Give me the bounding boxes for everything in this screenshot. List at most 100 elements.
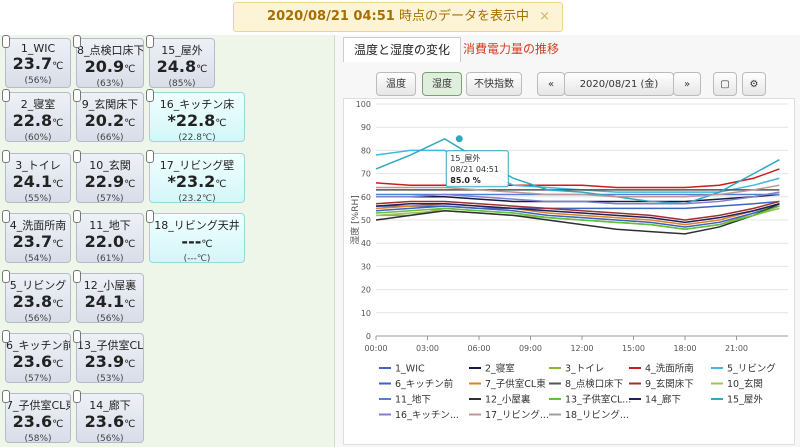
humidity: (55%) — [24, 194, 52, 204]
y-tick-label: 0 — [366, 332, 371, 341]
sensor-name: 10_玄関 — [89, 159, 131, 172]
temperature-unit: ℃ — [124, 299, 136, 310]
temperature: 24.1℃ — [77, 293, 143, 314]
sensor-name: 8_点検口床下 — [77, 44, 143, 57]
x-tick-label: 03:00 — [416, 344, 439, 353]
sensor-card[interactable]: 10_玄関 22.9℃ (57%) — [73, 150, 144, 204]
temperature-unit: ℃ — [124, 118, 136, 129]
next-button[interactable]: » — [673, 72, 701, 96]
series-line — [376, 191, 780, 205]
temperature-value: --- — [181, 232, 202, 251]
humidity: (56%) — [96, 314, 124, 324]
temperature-unit: ℃ — [52, 118, 64, 129]
legend-label: 15_屋外 — [727, 394, 763, 406]
temperature-value: 22.8 — [12, 111, 53, 130]
sensor-name: 6_キッチン前 — [6, 339, 70, 352]
humidity: (58%) — [24, 434, 52, 444]
temperature-unit: ℃ — [52, 359, 64, 370]
temperature: 22.9℃ — [77, 173, 143, 194]
y-tick-label: 10 — [361, 309, 371, 318]
series-line — [376, 184, 780, 198]
sensor-card[interactable]: 18_リビング天井 ---℃ (---℃) — [146, 210, 245, 264]
tooltip-time: 08/21 04:51 — [450, 165, 499, 174]
temperature-value: 22.0 — [84, 232, 125, 251]
series-line — [375, 205, 780, 228]
sensor-card[interactable]: 13_子供室CL西23.9℃(53%) — [73, 330, 144, 384]
tab[interactable]: 温度と湿度の変化 — [343, 37, 462, 62]
sensor-card[interactable]: 12_小屋裏 24.1℃ (56%) — [73, 270, 144, 324]
temperature-unit: ℃ — [124, 419, 136, 430]
sensor-card[interactable]: 15_屋外 24.8℃ (85%) — [146, 35, 215, 89]
x-tick-label: 12:00 — [570, 344, 593, 353]
temperature: 23.7℃ — [6, 233, 70, 254]
temperature-value: 20.9 — [84, 57, 125, 76]
humidity: (63%) — [96, 79, 124, 89]
sensor-card[interactable]: 9_玄関床下 20.2℃ (66%) — [73, 89, 144, 143]
close-button[interactable]: × — [539, 9, 550, 24]
temperature-value: 24.1 — [12, 172, 53, 191]
thermometer-icon — [73, 270, 81, 283]
temperature-unit: ℃ — [124, 239, 136, 250]
temperature-value: 23.6 — [84, 412, 125, 431]
thermometer-icon — [146, 210, 154, 223]
sensor-name: 1_WIC — [20, 42, 56, 55]
sensor-card[interactable]: 8_点検口床下 20.9℃ (63%) — [73, 35, 144, 89]
sensor-card[interactable]: 14_廊下 23.6℃ (56%) — [73, 390, 144, 444]
sensor-card[interactable]: 1_WIC 23.7℃ (56%) — [2, 35, 71, 88]
sensor-card[interactable]: 3_トイレ 24.1℃ (55%) — [2, 150, 71, 204]
legend-label: 4_洗面所南 — [645, 363, 694, 375]
settings-button[interactable]: ⚙ — [742, 72, 766, 96]
thermometer-icon — [2, 330, 10, 343]
sensor-name: 3_トイレ — [15, 159, 61, 172]
temperature-unit: ℃ — [124, 179, 136, 190]
sensor-name: 7_子供室CL東 — [6, 399, 70, 412]
legend-label: 8_点検口床下 — [565, 378, 623, 390]
mode-button[interactable]: 湿度 — [422, 72, 462, 96]
sensor-card[interactable]: 7_子供室CL東 23.6℃ (58%) — [2, 390, 71, 444]
tab[interactable]: 消費電力量の推移 — [463, 42, 560, 56]
sensor-name: 13_子供室CL西 — [77, 339, 143, 352]
date-button[interactable]: 2020/08/21 (金) — [564, 72, 674, 96]
temperature-unit: ℃ — [196, 64, 208, 75]
thermometer-icon — [146, 35, 154, 48]
sensor-card[interactable]: 11_地下 22.0℃ (61%) — [73, 210, 144, 264]
x-tick-label: 09:00 — [519, 344, 542, 353]
humidity: (85%) — [168, 79, 196, 89]
temperature-value: 23.9 — [84, 352, 125, 371]
sensor-card[interactable]: 17_リビング壁 *23.2℃ (23.2℃) — [146, 150, 245, 204]
temperature: 20.2℃ — [77, 112, 143, 133]
legend-label: 17_リビング... — [485, 409, 549, 421]
legend-label: 9_玄関床下 — [645, 378, 694, 390]
sensor-name: 2_寝室 — [20, 98, 56, 111]
temperature: 23.9℃ — [77, 353, 143, 374]
legend-label: 11_地下 — [395, 394, 431, 406]
sensor-card[interactable]: 2_寝室 22.8℃ (60%) — [2, 89, 71, 143]
thermometer-icon — [2, 210, 10, 223]
memo-button[interactable]: ▢ — [713, 72, 737, 96]
temperature-value: 24.8 — [156, 57, 197, 76]
sensor-name: 16_キッチン床 — [159, 98, 235, 111]
sensor-card[interactable]: 6_キッチン前 23.6℃ (57%) — [2, 330, 71, 384]
mode-button[interactable]: 不快指数 — [466, 72, 522, 96]
temperature-value: 24.1 — [84, 292, 125, 311]
temperature-unit: ℃ — [201, 239, 213, 250]
tooltip-box — [445, 150, 509, 188]
thermometer-icon — [146, 150, 154, 163]
temperature: *22.8℃ — [150, 112, 244, 133]
y-tick-label: 70 — [361, 170, 371, 179]
sensor-name: 11_地下 — [89, 219, 131, 232]
temperature: 24.8℃ — [150, 58, 214, 79]
prev-button[interactable]: « — [537, 72, 565, 96]
thermometer-icon — [2, 150, 10, 163]
mode-button[interactable]: 温度 — [376, 72, 416, 96]
temperature-value: 22.9 — [84, 172, 125, 191]
series-line — [375, 205, 780, 231]
temperature-value: 23.7 — [12, 232, 53, 251]
notice-banner: 2020/08/21 04:51 時点のデータを表示中 × — [233, 2, 563, 32]
sensor-card[interactable]: 5_リビング 23.8℃ (56%) — [2, 270, 71, 324]
series-line — [375, 137, 780, 205]
sensor-card[interactable]: 16_キッチン床 *22.8℃ (22.8℃) — [146, 89, 245, 143]
humidity: (56%) — [96, 434, 124, 444]
sensor-card[interactable]: 4_洗面所南 23.7℃ (54%) — [2, 210, 71, 264]
